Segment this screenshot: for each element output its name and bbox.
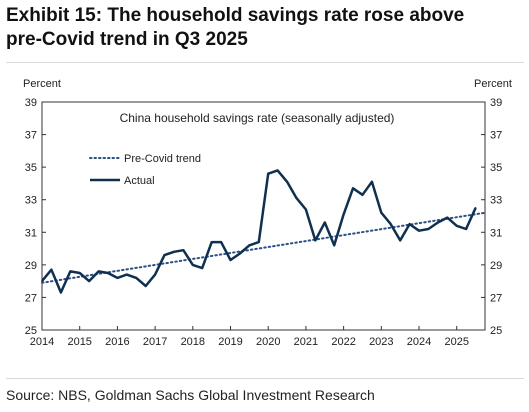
y-tick-label-left: 37: [25, 130, 37, 142]
y-tick-label-left: 29: [25, 260, 37, 272]
data-point-actual: [323, 221, 326, 224]
x-tick-label: 2017: [143, 336, 167, 348]
data-point-actual: [389, 223, 392, 225]
exhibit-title: Exhibit 15: The household savings rate r…: [6, 4, 524, 52]
data-point-actual: [352, 187, 354, 190]
data-point-actual: [474, 207, 477, 209]
data-point-actual: [116, 277, 119, 279]
y-axis-label-right: Percent: [474, 78, 512, 90]
data-point-actual: [437, 221, 439, 224]
x-tick-label: 2015: [67, 336, 91, 348]
y-axis-label-left: Percent: [23, 78, 61, 90]
data-point-actual: [107, 272, 109, 274]
data-point-actual: [295, 197, 298, 199]
x-tick-label: 2019: [218, 336, 242, 348]
data-point-actual: [229, 259, 232, 261]
data-point-actual: [97, 270, 100, 273]
data-point-actual: [361, 194, 364, 196]
title-line-1: Exhibit 15: The household savings rate r…: [6, 5, 465, 26]
data-point-actual: [126, 273, 128, 276]
x-tick-label: 2025: [444, 336, 468, 348]
data-point-actual: [371, 181, 373, 183]
x-tick-label: 2021: [294, 336, 318, 348]
data-point-actual: [163, 254, 166, 256]
data-point-actual: [399, 239, 401, 242]
y-tick-label-left: 31: [25, 227, 37, 239]
x-tick-label: 2024: [407, 336, 431, 348]
y-tick-label-right: 25: [490, 325, 502, 337]
data-point-actual: [408, 223, 411, 225]
data-point-actual: [314, 239, 317, 242]
bottom-divider: [6, 378, 524, 379]
y-tick-label-right: 37: [490, 130, 502, 142]
data-point-actual: [210, 241, 213, 243]
data-point-actual: [257, 241, 260, 243]
data-point-actual: [267, 172, 270, 175]
series-line-actual: [41, 169, 477, 294]
data-point-actual: [88, 280, 90, 282]
data-point-actual: [342, 213, 345, 216]
data-point-actual: [465, 228, 467, 230]
data-point-actual: [201, 267, 204, 269]
source-note: Source: NBS, Goldman Sachs Global Invest…: [6, 387, 375, 403]
legend-label-pre-covid-trend: Pre-Covid trend: [124, 153, 201, 165]
plot-area-frame: [41, 101, 486, 331]
data-point-actual: [41, 280, 43, 282]
data-point-actual: [427, 228, 430, 230]
y-tick-label-right: 31: [490, 227, 502, 239]
x-tick-label: 2014: [30, 336, 54, 348]
x-tick-label: 2023: [369, 336, 393, 348]
data-point-actual: [60, 291, 62, 294]
y-tick-label-left: 33: [25, 195, 37, 207]
data-point-actual: [192, 264, 194, 266]
y-tick-label-right: 35: [490, 162, 502, 174]
data-point-actual: [135, 277, 138, 279]
legend-label-actual: Actual: [124, 175, 155, 187]
data-point-actual: [154, 273, 156, 276]
y-tick-label-left: 39: [25, 97, 37, 109]
x-tick-label: 2022: [331, 336, 355, 348]
data-point-actual: [50, 268, 53, 271]
data-point-actual: [286, 181, 288, 183]
chart-title: China household savings rate (seasonally…: [120, 111, 395, 125]
data-point-actual: [333, 244, 335, 247]
data-point-actual: [144, 285, 147, 287]
y-tick-label-right: 39: [490, 97, 502, 109]
x-tick-label: 2018: [181, 336, 205, 348]
x-tick-label: 2016: [105, 336, 129, 348]
y-tick-label-right: 27: [490, 292, 502, 304]
data-point-actual: [455, 224, 458, 227]
title-line-2: pre-Covid trend in Q3 2025: [6, 29, 248, 50]
y-tick-label-left: 27: [25, 292, 37, 304]
data-point-actual: [69, 270, 72, 273]
data-point-actual: [220, 241, 222, 243]
y-tick-label-left: 25: [25, 325, 37, 337]
data-point-actual: [446, 216, 449, 219]
data-point-actual: [173, 251, 175, 253]
data-point-actual: [239, 252, 241, 255]
data-point-actual: [182, 249, 185, 251]
y-tick-label-right: 33: [490, 195, 502, 207]
data-point-actual: [380, 211, 383, 214]
x-tick-label: 2020: [256, 336, 280, 348]
data-point-actual: [418, 229, 420, 232]
data-point-actual: [305, 208, 307, 211]
y-tick-label-right: 29: [490, 260, 502, 272]
data-point-actual: [276, 169, 279, 172]
data-point-actual: [78, 272, 81, 274]
top-divider: [6, 62, 524, 63]
data-point-actual: [248, 244, 251, 247]
y-tick-label-left: 35: [25, 162, 37, 174]
